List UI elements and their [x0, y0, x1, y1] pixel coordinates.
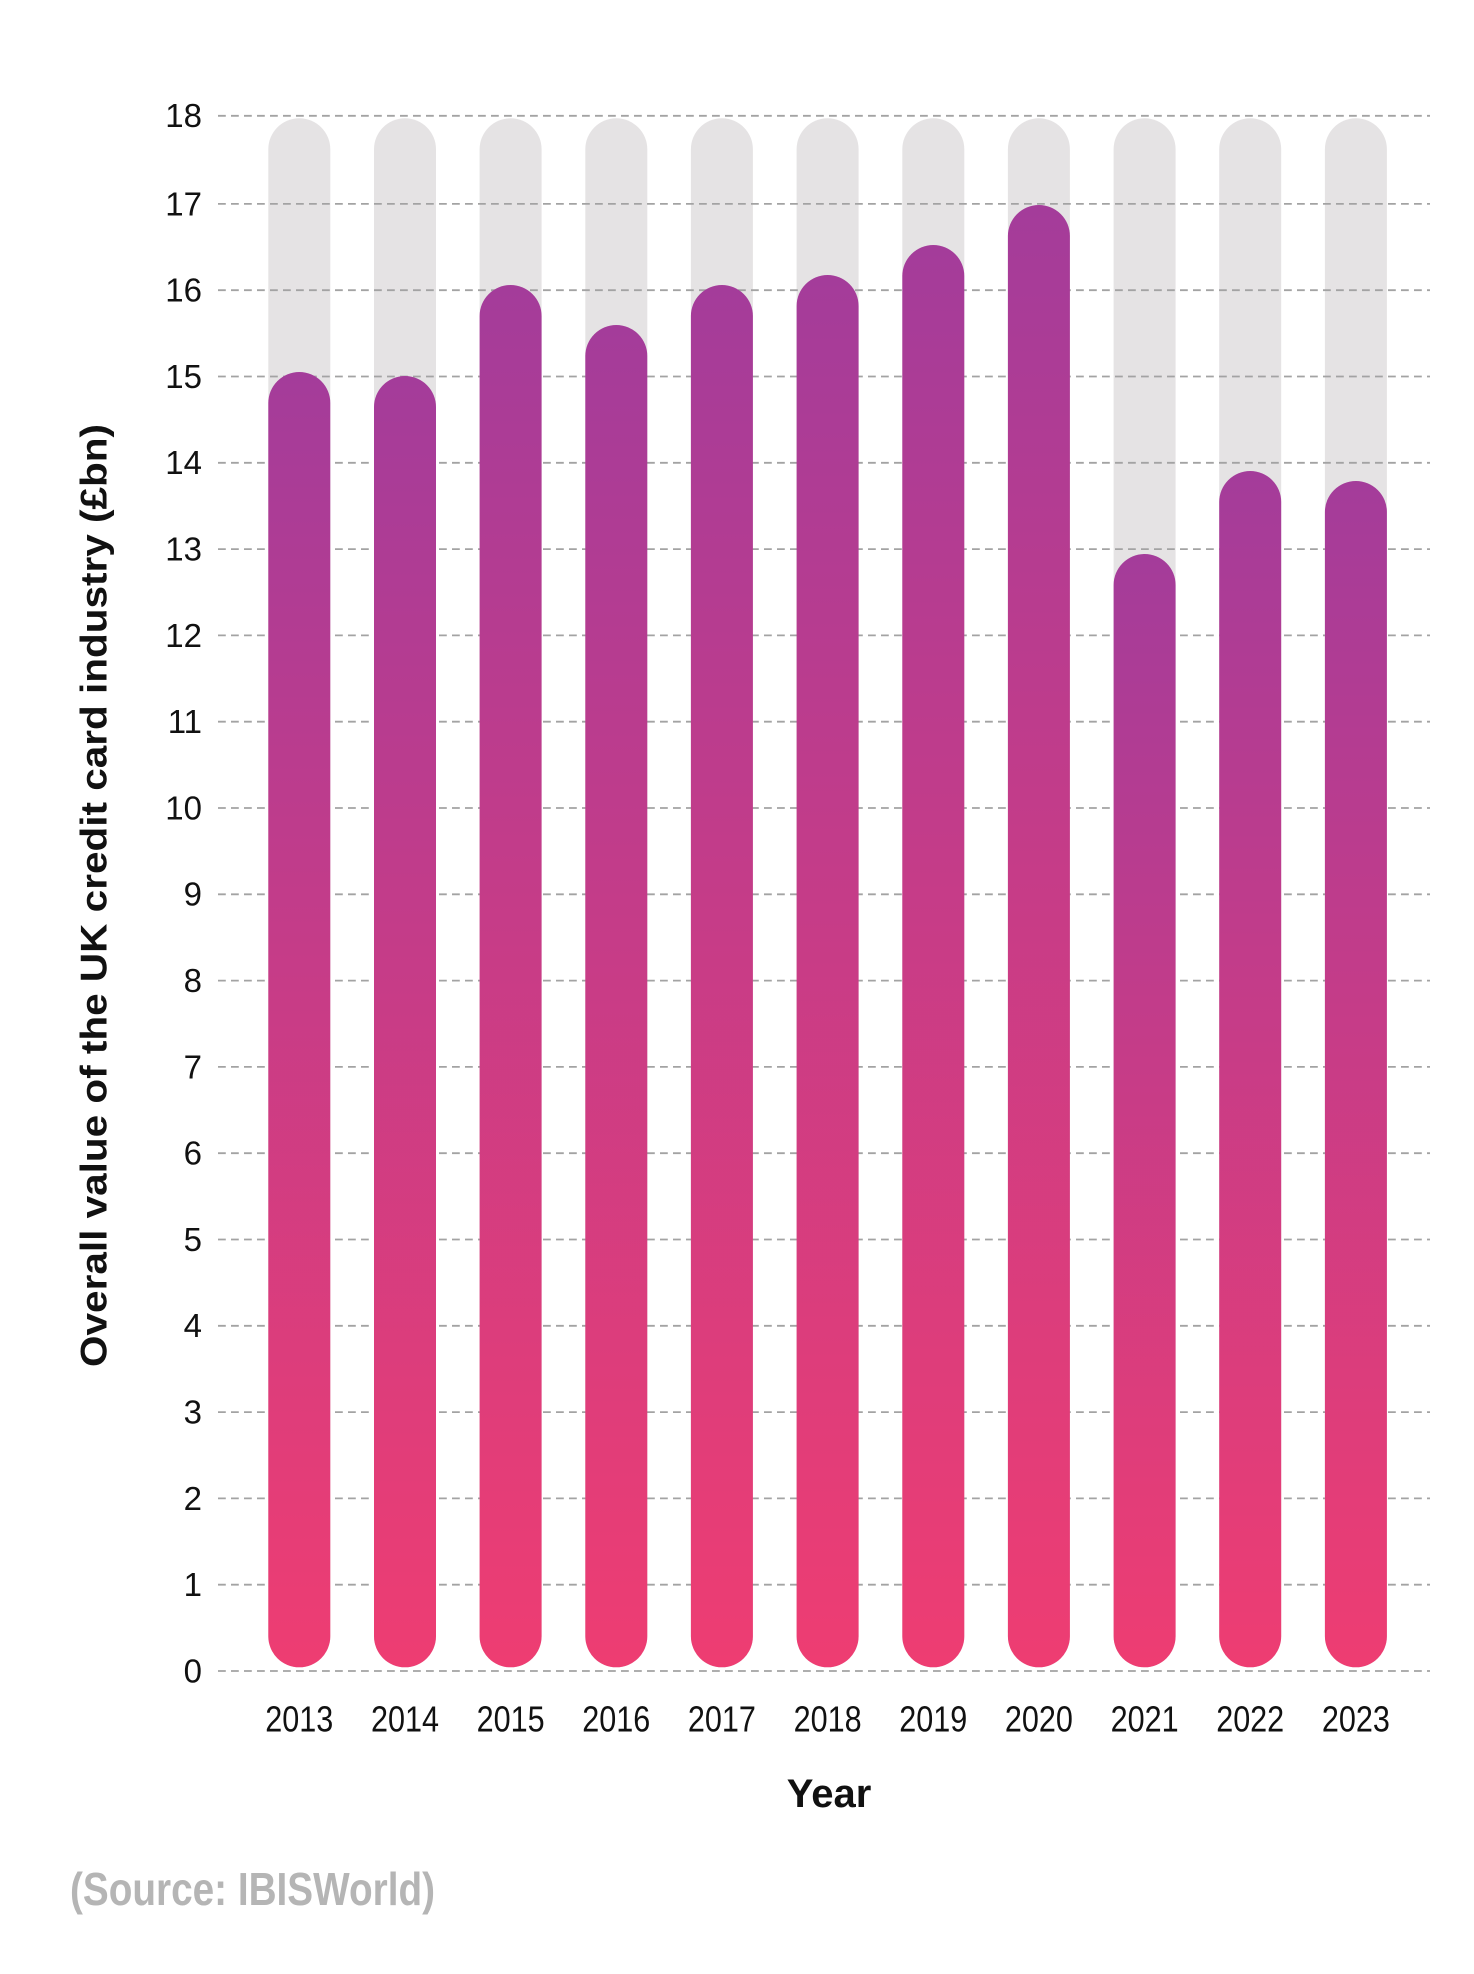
svg-text:14: 14	[165, 444, 202, 481]
svg-text:2019: 2019	[899, 1699, 967, 1740]
svg-text:5: 5	[184, 1221, 202, 1258]
svg-text:6: 6	[184, 1135, 202, 1172]
svg-text:2018: 2018	[794, 1699, 862, 1740]
svg-text:17: 17	[165, 185, 202, 222]
svg-text:2020: 2020	[1005, 1699, 1073, 1740]
svg-text:2022: 2022	[1216, 1699, 1284, 1740]
svg-text:2013: 2013	[265, 1699, 333, 1740]
svg-text:2014: 2014	[371, 1699, 439, 1740]
svg-text:7: 7	[184, 1048, 202, 1085]
svg-text:16: 16	[165, 272, 202, 309]
svg-text:2017: 2017	[688, 1699, 756, 1740]
svg-text:3: 3	[184, 1394, 202, 1431]
svg-text:12: 12	[165, 617, 202, 654]
svg-text:15: 15	[165, 358, 202, 395]
svg-text:2021: 2021	[1111, 1699, 1179, 1740]
svg-text:8: 8	[184, 962, 202, 999]
svg-text:(Source: IBISWorld): (Source: IBISWorld)	[70, 1863, 435, 1915]
svg-text:10: 10	[165, 789, 202, 826]
svg-text:2023: 2023	[1322, 1699, 1390, 1740]
svg-text:Year: Year	[787, 1772, 872, 1816]
svg-text:18: 18	[165, 97, 202, 134]
svg-text:4: 4	[184, 1307, 202, 1344]
svg-text:2015: 2015	[477, 1699, 545, 1740]
svg-text:1: 1	[184, 1566, 202, 1603]
svg-text:11: 11	[168, 703, 202, 740]
svg-text:9: 9	[184, 876, 202, 913]
svg-text:2016: 2016	[582, 1699, 650, 1740]
svg-text:2: 2	[184, 1480, 202, 1517]
svg-text:13: 13	[165, 531, 202, 568]
svg-text:0: 0	[184, 1652, 202, 1689]
svg-text:Overall value of the UK credit: Overall value of the UK credit card indu…	[74, 424, 115, 1367]
